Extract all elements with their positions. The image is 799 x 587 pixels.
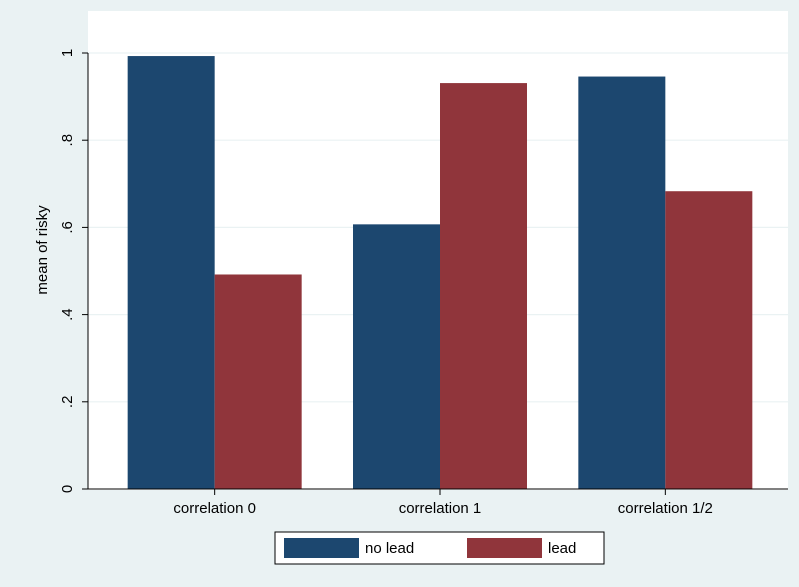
legend-key-no-lead [284,538,359,558]
legend: no lead lead [274,531,605,565]
bar-no-lead-3 [578,76,666,489]
x-tick-label: correlation 1/2 [618,500,713,517]
y-axis-title: mean of risky [34,205,51,295]
axes [87,53,788,490]
y-tick-label: .4 [59,308,76,321]
x-ticks: correlation 0 correlation 1 correlation 1/… [173,489,713,517]
legend-label-lead: lead [548,540,576,557]
x-tick-label: correlation 1 [399,500,482,517]
bar-lead-2 [440,83,527,490]
bar-lead-3 [665,191,753,489]
y-ticks: 0 .2 .4 .6 .8 1 [59,49,88,493]
bar-no-lead-2 [353,224,440,489]
legend-key-lead [467,538,542,558]
y-tick-label: .8 [59,134,76,147]
bar-lead-1 [214,274,302,489]
legend-label-no-lead: no lead [365,540,414,557]
y-tick-label: .6 [59,221,76,234]
y-tick-label: .2 [59,396,76,409]
y-tick-label: 1 [59,49,76,57]
y-tick-label: 0 [59,485,76,493]
x-tick-label: correlation 0 [173,500,256,517]
bar-no-lead-1 [127,56,215,489]
bars [127,56,753,490]
